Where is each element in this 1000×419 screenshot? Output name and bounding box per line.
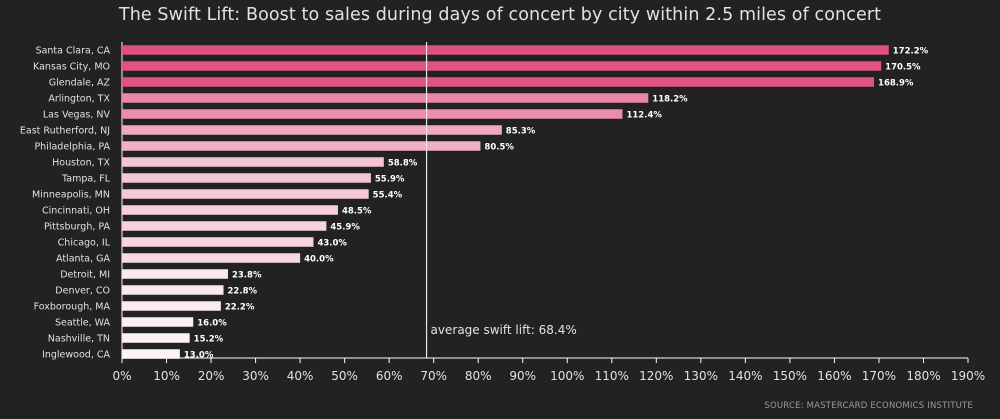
category-label: Seattle, WA [55, 318, 111, 329]
category-label: Denver, CO [55, 286, 110, 297]
bar [122, 61, 882, 71]
x-tick-label: 50% [331, 369, 358, 383]
x-tick-label: 60% [376, 369, 403, 383]
bar [122, 285, 224, 295]
x-tick-label: 120% [639, 369, 673, 383]
bar [122, 205, 338, 215]
data-label: 172.2% [893, 47, 929, 57]
x-tick-label: 140% [728, 369, 762, 383]
data-label: 43.0% [317, 239, 347, 249]
bar [122, 125, 502, 135]
average-reference-label: average swift lift: 68.4% [431, 323, 577, 337]
x-tick-label: 70% [420, 369, 447, 383]
bar [122, 109, 623, 119]
x-tick-label: 80% [465, 369, 492, 383]
category-label: Philadelphia, PA [34, 142, 110, 153]
data-label: 22.8% [228, 287, 258, 297]
category-label: Santa Clara, CA [36, 46, 111, 57]
category-label: Tampa, FL [61, 174, 111, 185]
data-label: 16.0% [197, 319, 227, 329]
category-label: Glendale, AZ [49, 78, 111, 89]
data-label: 168.9% [878, 79, 914, 89]
bar [122, 45, 889, 55]
bar [122, 157, 384, 167]
bar [122, 237, 314, 247]
category-label: Foxborough, MA [34, 302, 111, 313]
x-tick-label: 190% [951, 369, 985, 383]
category-label: Las Vegas, NV [43, 110, 111, 121]
x-tick-label: 170% [862, 369, 896, 383]
category-label: Minneapolis, MN [32, 190, 110, 201]
x-tick-label: 10% [153, 369, 180, 383]
x-tick-label: 90% [509, 369, 536, 383]
data-label: 112.4% [626, 111, 662, 121]
category-label: Pittsburgh, PA [44, 222, 111, 233]
category-label: Houston, TX [52, 158, 110, 169]
chart-title: The Swift Lift: Boost to sales during da… [118, 5, 882, 25]
category-label: East Rutherford, NJ [20, 126, 110, 137]
x-tick-label: 130% [684, 369, 718, 383]
x-tick-label: 160% [817, 369, 851, 383]
bar [122, 93, 649, 103]
category-label: Detroit, MI [60, 270, 110, 281]
category-label: Arlington, TX [48, 94, 110, 105]
bar [122, 221, 327, 231]
data-label: 58.8% [388, 159, 418, 169]
data-label: 85.3% [506, 127, 536, 137]
bar [122, 189, 369, 199]
category-label: Inglewood, CA [42, 350, 110, 361]
data-label: 55.4% [373, 191, 403, 201]
data-label: 15.2% [194, 335, 224, 345]
category-label: Atlanta, GA [56, 254, 110, 265]
data-label: 80.5% [484, 143, 514, 153]
x-tick-label: 20% [198, 369, 225, 383]
bar [122, 173, 371, 183]
bar [122, 349, 180, 359]
data-label: 170.5% [885, 63, 921, 73]
x-tick-label: 0% [112, 369, 131, 383]
category-label: Nashville, TN [48, 334, 110, 345]
x-tick-label: 150% [773, 369, 807, 383]
data-label: 118.2% [652, 95, 688, 105]
category-label: Cincinnati, OH [42, 206, 110, 217]
data-label: 40.0% [304, 255, 334, 265]
x-tick-label: 110% [595, 369, 629, 383]
data-label: 22.2% [225, 303, 255, 313]
data-label: 48.5% [342, 207, 372, 217]
bar [122, 333, 190, 343]
x-tick-label: 30% [242, 369, 269, 383]
category-label: Chicago, IL [58, 238, 111, 249]
data-label: 13.0% [184, 351, 214, 361]
bar [122, 317, 194, 327]
x-tick-label: 180% [906, 369, 940, 383]
category-label: Kansas City, MO [33, 62, 110, 73]
source-note: SOURCE: MASTERCARD ECONOMICS INSTITUTE [764, 401, 973, 411]
bar [122, 269, 228, 279]
x-tick-label: 100% [550, 369, 584, 383]
bar [122, 141, 481, 151]
bar [122, 253, 301, 263]
data-label: 45.9% [330, 223, 360, 233]
bar [122, 77, 875, 87]
x-tick-label: 40% [287, 369, 314, 383]
data-label: 55.9% [375, 175, 405, 185]
data-label: 23.8% [232, 271, 262, 281]
bar [122, 301, 221, 311]
